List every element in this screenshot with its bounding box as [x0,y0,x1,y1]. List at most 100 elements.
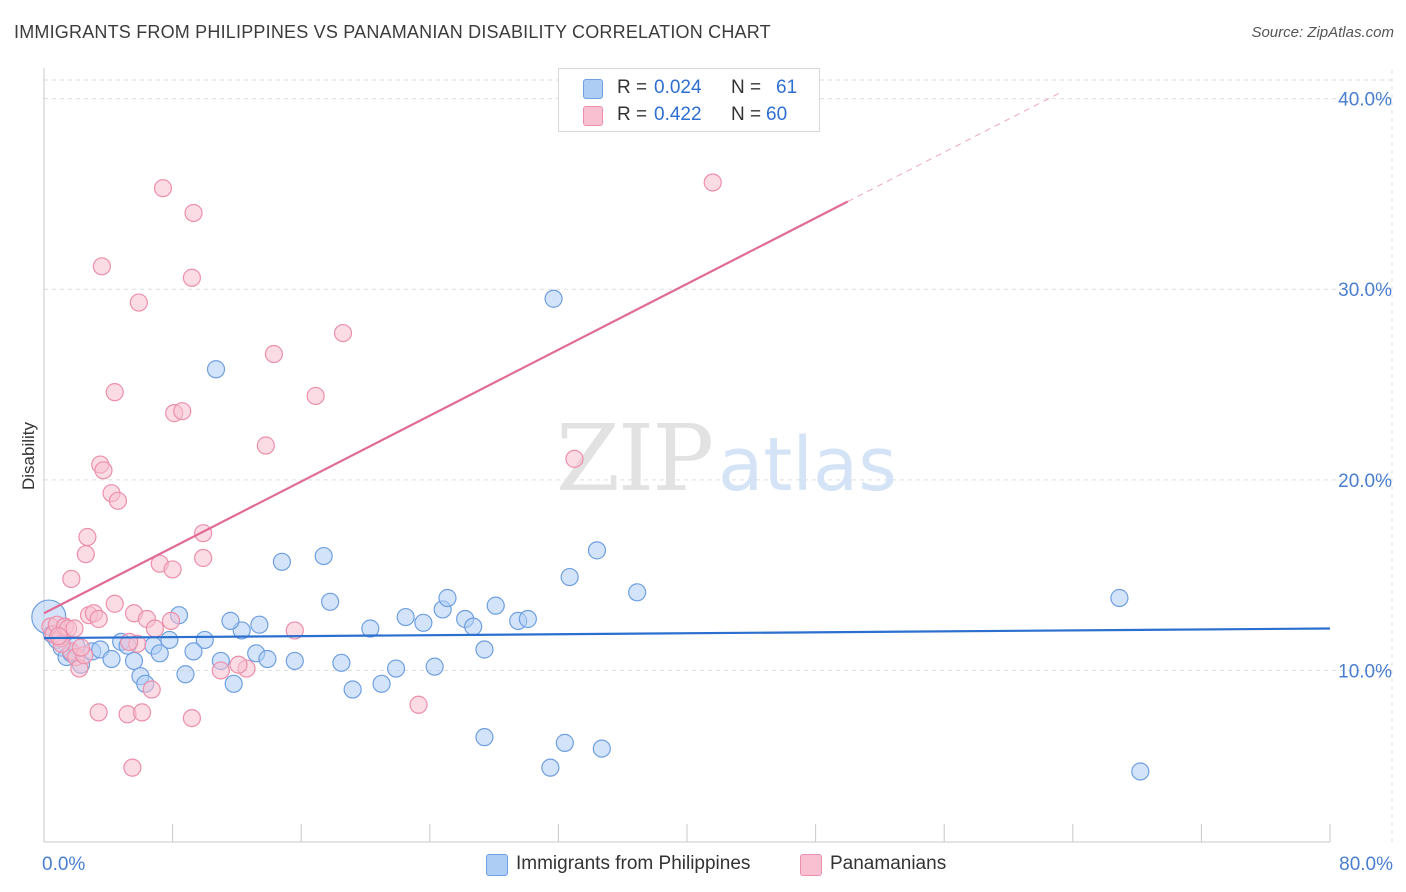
data-point-panamanians [173,402,192,421]
data-point-philippines [386,659,406,678]
data-point-panamanians [565,449,584,468]
x-tick-label: 80.0% [1339,854,1393,875]
data-point-panamanians [161,611,181,630]
data-point-philippines [124,651,144,671]
data-point-philippines [250,615,269,634]
legend-n-label: N = [731,77,762,98]
data-point-philippines [195,630,214,650]
data-point-philippines [396,607,415,627]
watermark-atlas: atlas [718,422,897,508]
data-point-panamanians [92,257,111,276]
data-point-panamanians [229,655,248,674]
data-point-panamanians [285,621,304,640]
data-point-panamanians [65,619,84,638]
legend-r-label: R = [617,77,648,98]
data-point-panamanians [211,661,230,680]
data-point-panamanians [129,293,148,312]
data-point-philippines [544,289,563,308]
data-point-panamanians [94,461,113,480]
data-point-panamanians [256,436,275,455]
data-point-philippines [587,541,607,560]
data-point-panamanians [184,203,203,223]
data-point-philippines [221,611,240,630]
trend-layer [43,92,1331,640]
data-point-philippines [150,644,169,663]
data-point-philippines [372,674,391,693]
series-swatch-blue [486,854,508,876]
data-point-philippines [1131,762,1150,781]
legend-r-value: 0.024 [654,77,702,98]
data-point-philippines [343,680,362,699]
series-legend-label: Immigrants from Philippines [516,853,751,874]
data-point-philippines [206,360,226,379]
legend-row-panamanians: R = 0.422 N = 60 [559,102,819,128]
chart-title: IMMIGRANTS FROM PHILIPPINES VS PANAMANIA… [14,22,771,42]
data-point-philippines [486,596,505,615]
trend-line-panamanians [43,200,849,615]
data-point-philippines [224,674,243,693]
y-tick-label: 40.0% [1338,90,1392,111]
legend-r-value: 0.422 [654,104,702,125]
data-point-panamanians [703,173,722,192]
data-point-philippines [258,649,277,669]
data-point-panamanians [153,179,173,198]
data-point-panamanians [163,560,182,579]
trend-line-philippines [43,627,1331,640]
tick-labels: 10.0% 20.0% 30.0% 40.0% 0.0% 80.0% [42,90,1393,875]
data-point-panamanians [333,323,353,343]
data-point-philippines [425,657,444,676]
data-point-philippines [628,583,647,602]
data-point-panamanians [132,703,152,722]
data-point-panamanians [62,569,81,589]
series-legend: Immigrants from Philippines Panamanians [0,852,1406,878]
y-tick-label: 10.0% [1338,661,1392,682]
data-point-philippines [314,546,333,566]
data-point-philippines [361,619,380,638]
legend-row-philippines: R = 0.024 N = 61 [559,75,819,101]
y-tick-label: 20.0% [1338,471,1392,492]
legend-n-value: 61 [776,77,798,98]
data-point-panamanians [194,548,213,568]
grid-layer [44,70,1393,842]
data-point-panamanians [76,545,95,564]
data-point-panamanians [194,524,213,543]
axes-layer [43,68,1331,843]
data-point-panamanians [71,638,91,657]
data-point-panamanians [264,344,283,364]
data-point-philippines [475,728,494,747]
data-point-panamanians [182,708,201,728]
x-tick-label: 0.0% [42,854,85,875]
watermark: ZIP atlas [556,405,897,512]
data-point-philippines [592,739,611,758]
legend-r-label: R = [617,104,648,125]
source-credit: Source: ZipAtlas.com [1251,24,1394,41]
data-point-philippines [321,592,340,611]
points-layer [31,173,1150,781]
stats-legend: R = 0.024 N = 61 R = 0.422 N = 60 [558,68,820,132]
data-point-panamanians [49,627,68,646]
trend-extension-panamanians [847,92,1061,202]
legend-swatch-pink [583,106,603,126]
data-point-panamanians [105,594,124,613]
series-swatch-pink [800,854,822,876]
data-point-panamanians [409,695,428,714]
data-point-philippines [438,588,457,608]
data-point-panamanians [78,527,97,547]
data-point-philippines [541,758,560,777]
legend-swatch-blue [583,79,603,99]
data-point-philippines [1110,588,1129,608]
legend-n-label: N = [731,104,762,125]
y-axis-label: Disability [19,421,38,490]
data-point-philippines [160,630,179,650]
data-point-panamanians [123,758,142,777]
data-point-philippines [555,733,574,752]
data-point-panamanians [89,703,108,722]
data-point-panamanians [89,609,108,629]
data-point-philippines [184,642,203,661]
data-point-panamanians [142,680,161,699]
data-point-panamanians [120,632,139,651]
data-point-panamanians [108,491,128,510]
data-point-philippines [560,567,579,587]
y-tick-label: 30.0% [1338,280,1392,301]
